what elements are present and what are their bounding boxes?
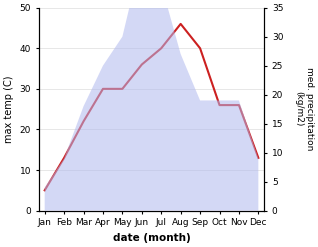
X-axis label: date (month): date (month) <box>113 233 190 243</box>
Y-axis label: max temp (C): max temp (C) <box>4 75 14 143</box>
Y-axis label: med. precipitation
(kg/m2): med. precipitation (kg/m2) <box>294 67 314 151</box>
